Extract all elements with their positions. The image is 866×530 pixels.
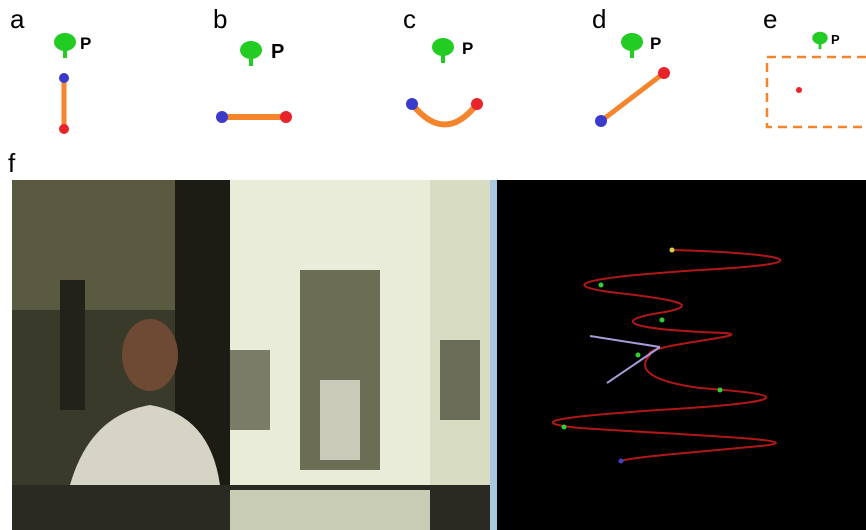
- endpoint: [59, 73, 69, 83]
- panel-label: b: [213, 4, 227, 34]
- camera-image: [12, 180, 497, 530]
- waypoint: [599, 283, 604, 288]
- waypoint: [670, 248, 675, 253]
- endpoint: [59, 124, 69, 134]
- trajectory-view: [497, 180, 866, 530]
- waypoint: [619, 459, 624, 464]
- segment: [601, 73, 664, 121]
- marker-label: P: [650, 34, 661, 53]
- endpoint: [280, 111, 292, 123]
- tree-icon: [240, 41, 262, 66]
- waypoint: [660, 318, 665, 323]
- point: [796, 87, 802, 93]
- endpoint: [471, 98, 483, 110]
- waypoint: [636, 353, 641, 358]
- waypoint: [562, 425, 567, 430]
- panel-label: c: [403, 4, 416, 34]
- dashed-region: [767, 57, 866, 127]
- panel-label: a: [10, 4, 25, 34]
- waypoint: [718, 388, 723, 393]
- segment: [412, 104, 477, 125]
- endpoint: [595, 115, 607, 127]
- tree-icon: [432, 38, 454, 63]
- panel-label: f: [8, 148, 16, 178]
- panel-label: d: [592, 4, 606, 34]
- marker-label: P: [831, 32, 840, 47]
- endpoint: [406, 98, 418, 110]
- endpoint: [216, 111, 228, 123]
- marker-label: P: [462, 39, 473, 58]
- tree-icon: [812, 32, 827, 50]
- tree-icon: [54, 33, 76, 58]
- panel-label: e: [763, 4, 777, 34]
- marker-label: P: [80, 34, 91, 53]
- marker-label: P: [271, 41, 284, 63]
- figure: a P b P c P d P e P f: [0, 0, 866, 530]
- endpoint: [658, 67, 670, 79]
- tree-icon: [621, 33, 643, 58]
